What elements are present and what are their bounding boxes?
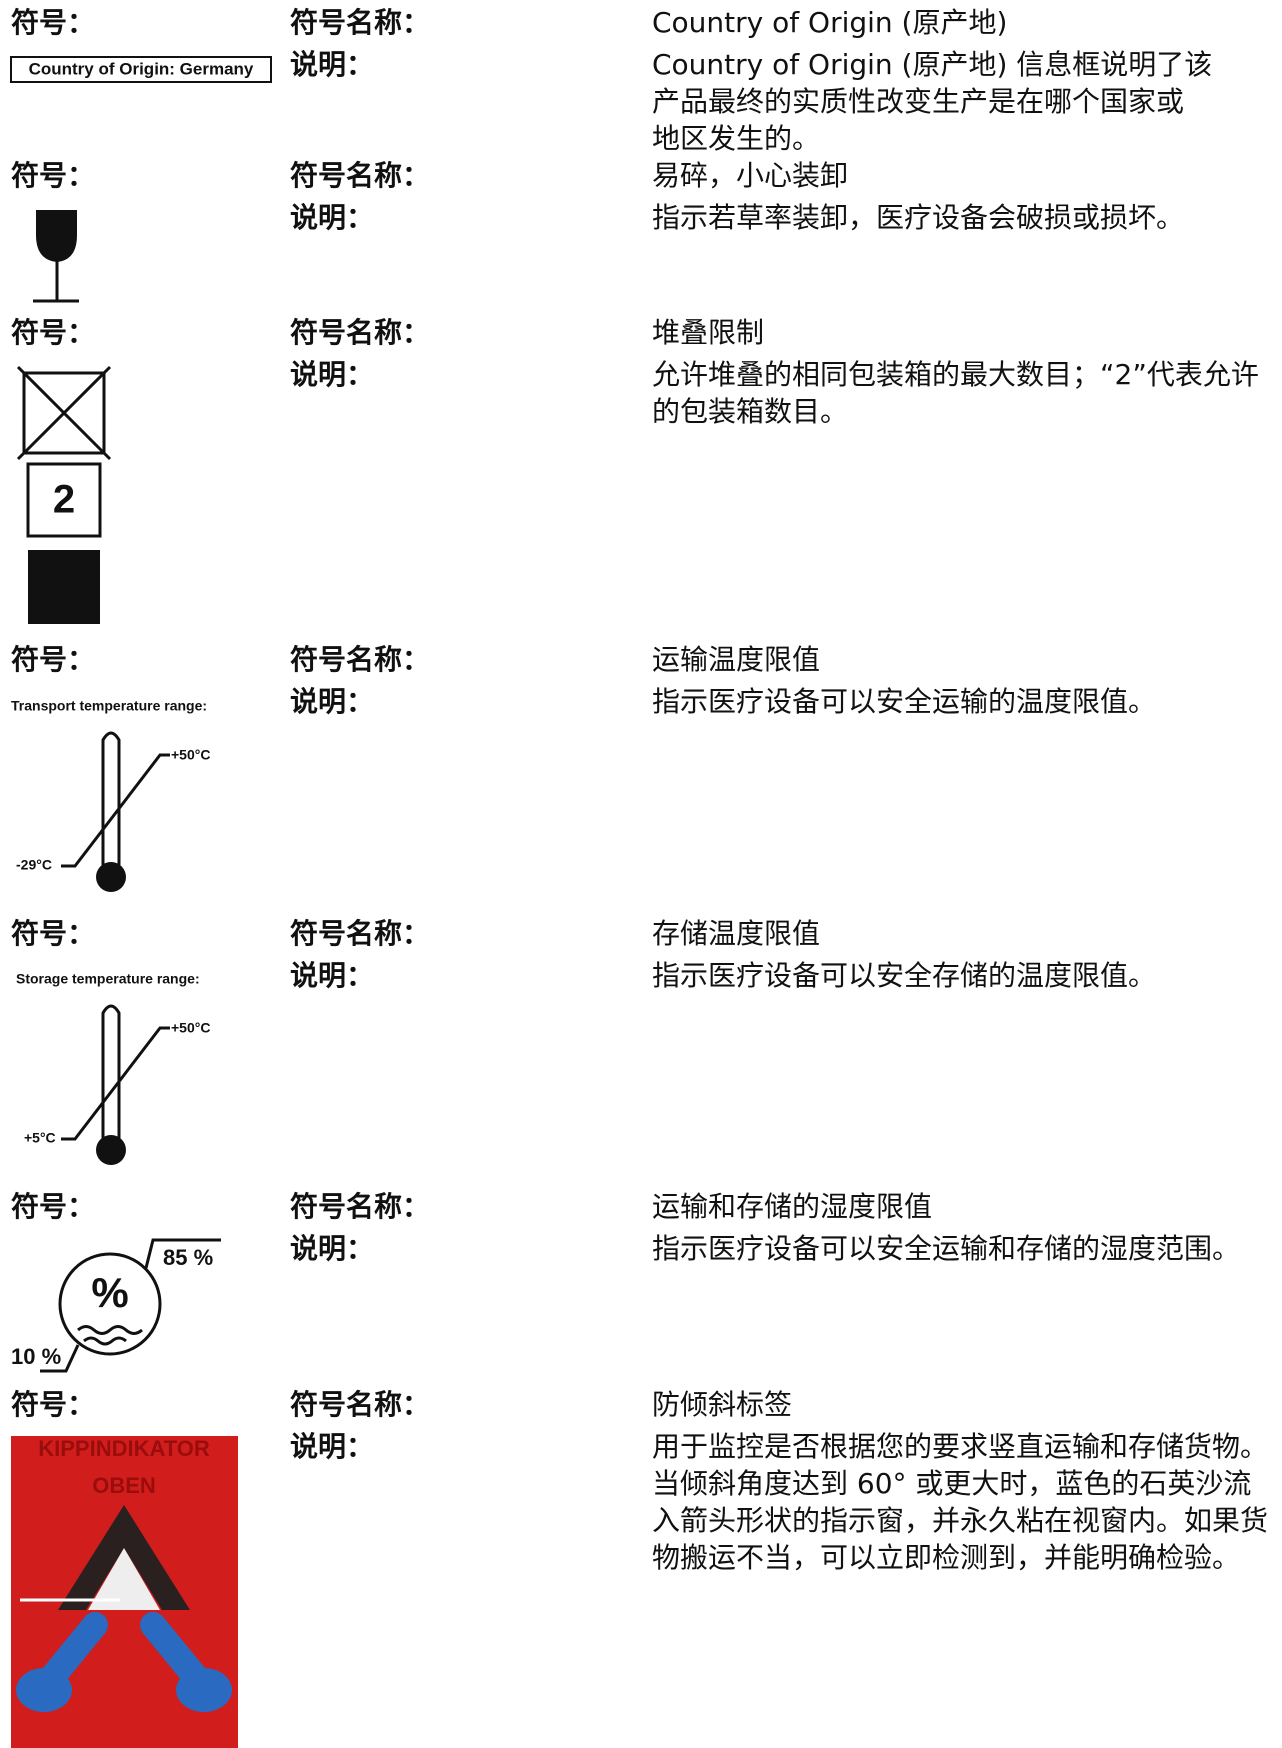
transport-temp-symbol: Transport temperature range: +50°C -29°C: [11, 698, 210, 892]
tilt-up: OBEN: [92, 1473, 156, 1498]
name-label: 符号名称：: [290, 6, 430, 39]
symbol-label: 符号：: [11, 917, 95, 950]
humidity-upper: 85 %: [163, 1245, 213, 1270]
tilt-window: [88, 1548, 160, 1610]
humidity-symbol: % 85 % 10 %: [11, 1238, 221, 1373]
thermometer-bulb: [96, 862, 126, 892]
temp-line: [61, 753, 170, 868]
thermometer: [101, 731, 121, 870]
symbol-caption: Storage temperature range:: [16, 971, 200, 987]
description-line: 用于监控是否根据您的要求竖直运输和存储货物。: [652, 1430, 1268, 1463]
tilt-symbol: KIPPINDIKATOR OBEN: [11, 1436, 238, 1748]
temp-line: [61, 1026, 170, 1141]
description-line: 指示若草率装卸，医疗设备会破损或损坏。: [652, 201, 1184, 234]
humidity-line: [144, 1238, 221, 1269]
description-line: 地区发生的。: [652, 122, 820, 155]
temp-lower: +5°C: [24, 1130, 56, 1146]
stack-symbol: 2: [16, 365, 112, 624]
tilt-title: KIPPINDIKATOR: [38, 1436, 210, 1461]
symbol-label: 符号：: [11, 6, 95, 39]
symbol-name: 存储温度限值: [652, 917, 820, 950]
humidity-lower: 10 %: [11, 1344, 61, 1369]
temp-upper: +50°C: [171, 747, 210, 763]
description-line: 指示医疗设备可以安全运输和存储的湿度范围。: [652, 1232, 1240, 1265]
symbol-name: 运输和存储的湿度限值: [652, 1190, 932, 1223]
symbol-label: 符号：: [11, 159, 95, 192]
description-line: 指示医疗设备可以安全存储的温度限值。: [652, 959, 1156, 992]
fragile-symbol: [33, 210, 79, 303]
description-line: 指示医疗设备可以安全运输的温度限值。: [652, 685, 1156, 718]
desc-label: 说明：: [290, 358, 374, 391]
tilt-bulb: [16, 1668, 72, 1712]
temp-upper: +50°C: [171, 1020, 210, 1036]
stack-box: [22, 371, 106, 455]
stack-block: [28, 550, 100, 624]
tilt-bulb: [176, 1668, 232, 1712]
desc-label: 说明：: [290, 685, 374, 718]
symbol-label: 符号：: [11, 643, 95, 676]
symbol-name: 防倾斜标签: [652, 1388, 792, 1421]
origin-box: [10, 56, 272, 83]
symbol-name: 堆叠限制: [652, 316, 764, 349]
origin-text: Country of Origin: Germany: [29, 59, 254, 78]
humidity-sign: %: [91, 1269, 128, 1316]
humidity-line: [40, 1344, 80, 1373]
description-line: 当倾斜角度达到 60° 或更大时，蓝色的石英沙流: [652, 1467, 1251, 1500]
storage-temp-symbol: Storage temperature range: +50°C +5°C: [16, 971, 210, 1165]
stack-count: 2: [53, 478, 75, 522]
humidity-wave: [77, 1325, 143, 1335]
glass-cup: [36, 210, 77, 262]
description-line: Country of Origin (原产地) 信息框说明了该: [652, 48, 1212, 81]
name-label: 符号名称：: [290, 159, 430, 192]
desc-label: 说明：: [290, 48, 374, 81]
name-label: 符号名称：: [290, 643, 430, 676]
temp-lower: -29°C: [16, 857, 52, 873]
name-label: 符号名称：: [290, 917, 430, 950]
humidity-wave: [83, 1336, 127, 1346]
humidity-circle: [58, 1252, 162, 1356]
symbol-label: 符号：: [11, 1388, 95, 1421]
symbol-label: 符号：: [11, 1190, 95, 1223]
description-line: 产品最终的实质性改变生产是在哪个国家或: [652, 85, 1184, 118]
stack-count-box: [26, 462, 102, 538]
tilt-arrow: [58, 1505, 190, 1610]
symbol-name: 易碎，小心装卸: [652, 159, 848, 192]
desc-label: 说明：: [290, 959, 374, 992]
name-label: 符号名称：: [290, 1388, 430, 1421]
desc-label: 说明：: [290, 1430, 374, 1463]
name-label: 符号名称：: [290, 1190, 430, 1223]
symbol-caption: Transport temperature range:: [11, 698, 207, 714]
symbol-name: Country of Origin (原产地): [652, 6, 1007, 39]
desc-label: 说明：: [290, 201, 374, 234]
origin-symbol: Country of Origin: Germany: [10, 56, 272, 83]
thermometer-bulb: [96, 1135, 126, 1165]
name-label: 符号名称：: [290, 316, 430, 349]
symbol-name: 运输温度限值: [652, 643, 820, 676]
symbol-label: 符号：: [11, 316, 95, 349]
description-line: 允许堆叠的相同包装箱的最大数目；“2”代表允许: [652, 358, 1259, 391]
stack-cross: [16, 365, 112, 461]
description-line: 物搬运不当，可以立即检测到，并能明确检验。: [652, 1541, 1240, 1574]
description-line: 入箭头形状的指示窗，并永久粘在视窗内。如果货: [652, 1504, 1268, 1537]
thermometer: [101, 1004, 121, 1143]
description-line: 的包装箱数目。: [652, 395, 848, 428]
desc-label: 说明：: [290, 1232, 374, 1265]
